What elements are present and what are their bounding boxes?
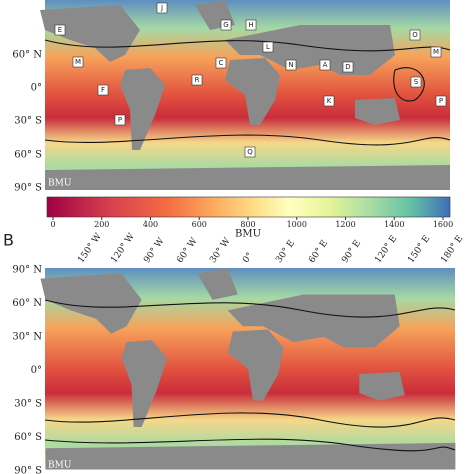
panel-b (40, 268, 456, 470)
region-box (409, 29, 421, 41)
lat-label: 90° N (12, 265, 42, 276)
tick-label: 400 (143, 220, 158, 229)
region-label: F (101, 86, 105, 94)
lat-label: 30° N (12, 332, 42, 343)
corner-label: BMU (48, 179, 72, 189)
region-box (97, 84, 109, 96)
tick-label: 1200 (335, 220, 355, 229)
region-label: K (327, 97, 332, 105)
region-label: J (160, 4, 163, 12)
region-box (430, 46, 442, 58)
region-box (319, 59, 331, 71)
tick-label: 0 (50, 220, 55, 229)
lat-label: 30° S (14, 116, 42, 127)
region-label: N (288, 61, 293, 69)
lon-label: 90° W (142, 236, 167, 265)
lon-label: 90° E (340, 239, 363, 266)
lon-label: 0° (241, 251, 255, 265)
tick-label: 200 (94, 220, 109, 229)
region-box (244, 146, 256, 158)
lon-label: 150° W (76, 231, 104, 265)
contour (44, 299, 456, 318)
region-box (114, 114, 126, 126)
region-box (54, 24, 66, 36)
tick-label: 1000 (287, 220, 307, 229)
contour (44, 134, 451, 146)
region-box (215, 57, 227, 69)
region-box (435, 95, 447, 107)
region-label: E (58, 26, 62, 34)
lon-label: 150° E (406, 234, 432, 265)
region-box (245, 19, 257, 31)
region-label: M (433, 48, 439, 56)
lon-label: 60° E (307, 239, 330, 266)
region-label: D (345, 63, 350, 71)
region-box (342, 61, 354, 73)
region-label: O (412, 31, 418, 39)
lon-label: 120° W (109, 231, 137, 265)
lon-label: 30° E (274, 239, 297, 266)
colorbar-label: BMU (235, 229, 261, 240)
region-box (156, 2, 168, 14)
panel-letter: B (3, 231, 14, 250)
region-label: P (118, 116, 122, 124)
region-box (191, 74, 203, 86)
lon-label: 60° W (175, 236, 200, 265)
tick-label: 1400 (384, 220, 404, 229)
region-box (72, 56, 84, 68)
lat-label: 90° S (14, 466, 42, 474)
lon-label: 120° E (373, 234, 399, 265)
region-label: P (439, 97, 443, 105)
corner-label: BMU (48, 461, 72, 471)
lat-label: 60° N (12, 298, 42, 309)
lat-label: 30° S (14, 399, 42, 410)
region-label: A (323, 61, 328, 69)
lat-label: 90° S (14, 183, 42, 194)
contour (44, 438, 456, 452)
region-label: L (266, 43, 270, 51)
tick-label: 600 (192, 220, 207, 229)
contour (393, 67, 425, 102)
region-box (220, 19, 232, 31)
contour (44, 39, 451, 52)
region-label: R (195, 76, 200, 84)
lat-label: 60° S (14, 432, 42, 443)
panel-a (40, 0, 451, 190)
tick-label: 1600 (433, 220, 453, 229)
region-box (285, 59, 297, 71)
lat-label: 60° N (12, 50, 42, 61)
region-label: M (75, 58, 81, 66)
lon-label: 30° W (208, 236, 233, 265)
region-box (323, 95, 335, 107)
region-label: G (223, 21, 228, 29)
lat-label: 60° S (14, 150, 42, 161)
region-box (262, 41, 274, 53)
region-label: H (248, 21, 253, 29)
lon-label: 180° E (439, 234, 465, 265)
colorbar (46, 196, 451, 218)
region-label: Q (247, 148, 253, 156)
region-label: C (219, 59, 224, 67)
tick-label: 800 (240, 220, 255, 229)
contour (44, 412, 456, 428)
lat-label: 0° (31, 365, 42, 376)
region-box (410, 76, 422, 88)
region-label: S (414, 78, 419, 86)
lat-label: 0° (31, 83, 42, 94)
